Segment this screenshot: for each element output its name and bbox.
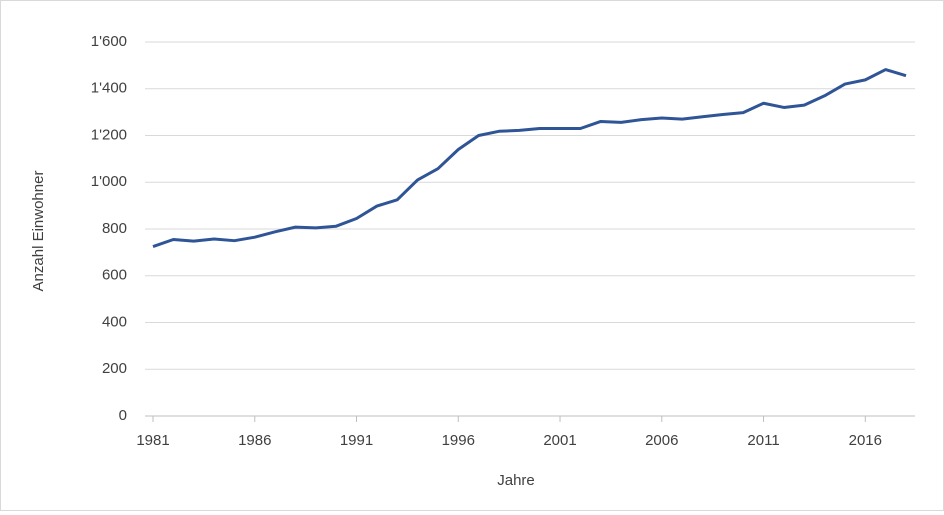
y-tick-label: 0 — [119, 407, 127, 424]
y-tick-label: 1'600 — [91, 33, 127, 50]
data-line — [152, 68, 907, 248]
x-tick-label: 1981 — [136, 432, 169, 449]
x-axis-label: Jahre — [497, 472, 535, 489]
x-tick-label: 1996 — [442, 432, 475, 449]
x-tick-label: 1986 — [238, 432, 271, 449]
x-tick-label: 2006 — [645, 432, 678, 449]
x-tick-label: 2011 — [747, 432, 779, 449]
y-tick-label: 200 — [102, 360, 127, 377]
y-tick-label: 800 — [102, 220, 127, 237]
x-tick-label: 1991 — [340, 432, 373, 449]
y-tick-label: 1'200 — [91, 126, 127, 143]
x-tick-label: 2001 — [543, 432, 576, 449]
y-axis-label: Anzahl Einwohner — [30, 171, 47, 292]
y-tick-label: 600 — [102, 267, 127, 284]
y-tick-label: 1'000 — [91, 173, 127, 190]
y-tick-label: 400 — [102, 313, 127, 330]
y-tick-label: 1'400 — [91, 80, 127, 97]
x-tick-label: 2016 — [849, 432, 882, 449]
